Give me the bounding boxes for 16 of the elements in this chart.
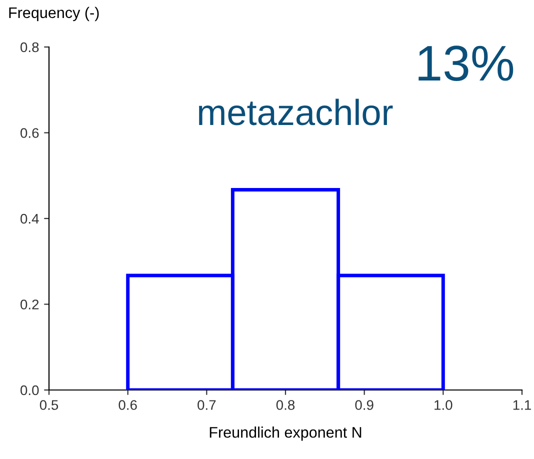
x-tick-label: 0.8 xyxy=(276,400,295,410)
y-tick-label: 0.8 xyxy=(20,42,39,52)
x-tick-label: 0.7 xyxy=(198,400,216,410)
x-axis-title: Freundlich exponent N xyxy=(210,426,362,441)
annotation: 13% xyxy=(418,46,514,81)
y-tick-label: 0.4 xyxy=(20,214,39,224)
y-tick-label: 0.0 xyxy=(20,385,39,396)
x-tick-label: 1.1 xyxy=(513,400,531,410)
y-tick-label: 0.6 xyxy=(20,128,39,138)
x-tick-label: 0.5 xyxy=(40,400,58,410)
y-tick-label: 0.2 xyxy=(20,300,39,310)
x-tick-label: 1.0 xyxy=(434,400,452,410)
x-tick-label: 0.9 xyxy=(355,400,374,410)
y-axis-title: Frequency (-) xyxy=(9,6,99,22)
annotation: metazachlor xyxy=(199,98,393,126)
x-tick-label: 0.6 xyxy=(118,400,137,410)
